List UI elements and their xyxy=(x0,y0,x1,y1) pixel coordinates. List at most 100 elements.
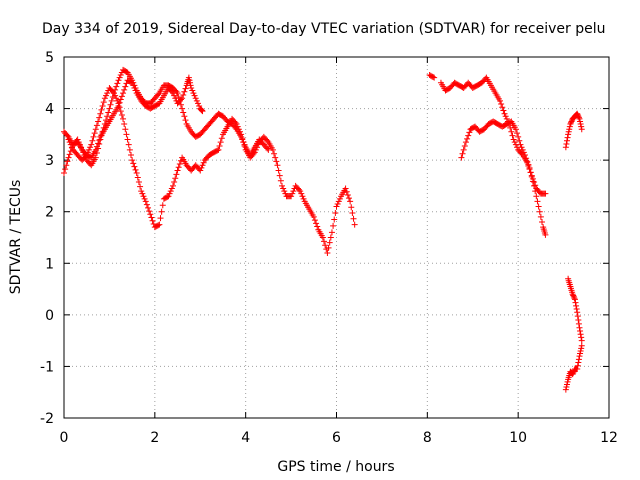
data-point xyxy=(566,123,573,130)
data-point xyxy=(104,113,111,120)
data-point xyxy=(93,122,100,129)
data-point xyxy=(321,238,328,245)
data-point xyxy=(66,151,73,158)
data-point xyxy=(109,88,116,95)
data-point xyxy=(103,92,110,99)
y-tick-label: 3 xyxy=(45,153,54,169)
data-point xyxy=(130,79,137,86)
data-point xyxy=(99,128,106,135)
data-point xyxy=(572,299,579,306)
data-point xyxy=(187,82,194,89)
data-point xyxy=(535,203,542,210)
data-point xyxy=(573,302,580,309)
data-point xyxy=(328,229,335,236)
x-tick-label: 4 xyxy=(241,430,250,446)
data-point xyxy=(279,182,285,189)
data-point xyxy=(574,309,581,316)
data-point xyxy=(98,132,105,139)
data-point xyxy=(501,110,508,117)
data-point xyxy=(502,113,509,120)
data-point xyxy=(172,175,179,182)
data-point xyxy=(116,74,123,81)
data-point xyxy=(567,119,574,126)
data-point xyxy=(333,203,340,210)
data-point xyxy=(578,123,585,130)
data-point xyxy=(235,126,242,133)
data-point xyxy=(218,135,225,142)
data-point xyxy=(118,112,125,119)
y-tick-label: 5 xyxy=(45,50,54,66)
data-point xyxy=(89,137,96,144)
data-point xyxy=(190,90,197,97)
data-point xyxy=(135,179,142,186)
data-point xyxy=(573,306,580,313)
y-tick-label: -1 xyxy=(40,359,54,375)
data-point xyxy=(132,166,139,173)
data-point xyxy=(114,80,121,87)
data-point xyxy=(569,371,576,378)
data-point xyxy=(96,141,103,148)
data-point xyxy=(574,362,581,369)
data-point xyxy=(459,150,466,157)
data-point xyxy=(563,381,570,388)
data-point xyxy=(155,222,162,229)
data-point xyxy=(577,331,584,338)
data-point xyxy=(498,101,505,108)
data-point xyxy=(527,169,534,176)
x-tick-label: 8 xyxy=(423,430,432,446)
data-point xyxy=(465,132,472,139)
data-point xyxy=(105,109,112,116)
data-point xyxy=(462,139,469,146)
data-point xyxy=(509,132,516,139)
data-point xyxy=(200,159,207,166)
data-point xyxy=(575,356,582,363)
data-point xyxy=(511,139,518,146)
data-point xyxy=(131,82,138,89)
data-point xyxy=(113,95,120,102)
data-point xyxy=(61,170,67,177)
data-point xyxy=(276,172,283,179)
data-point xyxy=(214,147,221,154)
data-point xyxy=(313,220,320,227)
data-point xyxy=(171,92,178,99)
data-point xyxy=(87,144,94,151)
y-tick-label: 2 xyxy=(45,205,54,221)
data-point xyxy=(458,154,465,161)
chart-title: Day 334 of 2019, Sidereal Day-to-day VTE… xyxy=(42,21,605,37)
data-point xyxy=(115,77,122,84)
data-point xyxy=(164,193,171,200)
data-point xyxy=(112,92,119,99)
data-point xyxy=(310,213,317,220)
data-point xyxy=(564,378,571,385)
data-point xyxy=(181,113,188,120)
data-point xyxy=(507,124,514,131)
data-point xyxy=(571,295,578,302)
data-point xyxy=(534,198,541,205)
data-point xyxy=(234,123,241,130)
data-point xyxy=(574,366,581,373)
data-point xyxy=(514,130,521,137)
data-point xyxy=(177,101,184,108)
data-point xyxy=(85,146,92,153)
data-point xyxy=(142,198,149,205)
data-point xyxy=(100,124,107,131)
data-point xyxy=(280,185,287,192)
data-point xyxy=(332,210,339,217)
data-point xyxy=(578,342,585,349)
data-point xyxy=(575,359,582,366)
grid xyxy=(64,57,609,418)
data-point xyxy=(461,142,468,149)
data-point xyxy=(252,146,259,153)
data-point xyxy=(79,146,86,153)
data-point xyxy=(137,183,144,190)
data-point xyxy=(75,139,82,146)
data-point xyxy=(232,119,239,126)
data-point xyxy=(289,190,296,197)
data-point xyxy=(566,126,573,133)
data-point xyxy=(430,73,437,80)
data-point xyxy=(110,90,117,97)
data-point xyxy=(139,190,146,197)
data-point xyxy=(254,144,261,151)
data-point xyxy=(147,211,154,218)
data-point xyxy=(348,204,355,211)
